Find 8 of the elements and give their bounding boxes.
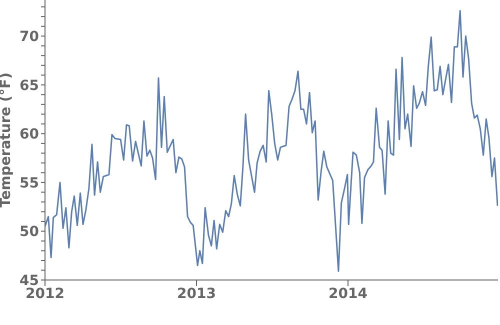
y-tick-label: 55: [20, 175, 39, 192]
line-series: [45, 10, 498, 272]
y-tick-label: 60: [20, 126, 40, 143]
x-tick-label: 2013: [177, 286, 216, 302]
y-tick-label: 65: [20, 78, 39, 94]
y-tick-label: 50: [20, 224, 40, 240]
x-tick-label: 2014: [328, 286, 368, 302]
y-tick-label: 70: [20, 29, 40, 46]
